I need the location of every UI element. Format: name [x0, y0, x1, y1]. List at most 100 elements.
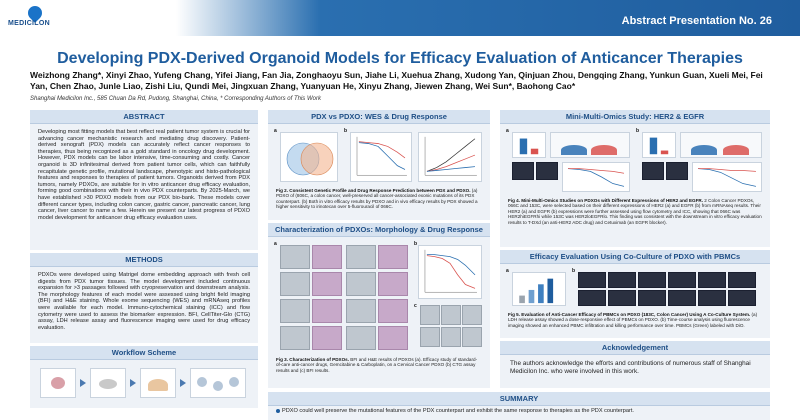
pdx-tumor-svg	[424, 136, 477, 176]
tumor-icon	[51, 377, 65, 389]
her2-bar-svg	[519, 138, 539, 155]
abstract-panel: ABSTRACT Developing most fitting models …	[30, 110, 258, 250]
bfi-drug-image	[462, 327, 482, 347]
bfi-image	[280, 299, 310, 323]
bfi-image	[346, 245, 376, 269]
bfi-drug-image	[462, 305, 482, 325]
bfi-drug-image	[441, 305, 461, 325]
affiliation: Shanghai Medicilon Inc., 585 Chuan Da Rd…	[30, 96, 321, 102]
ldh-release-chart	[512, 272, 566, 306]
omics-panel: Mini-Multi-Omics Study: HER2 & EGFR a b	[500, 110, 770, 247]
he-image	[378, 245, 408, 269]
histogram-peak	[691, 145, 717, 155]
fig-letter: a	[274, 241, 277, 247]
acknowledgement-panel: Acknowledgement The authors acknowledge …	[500, 341, 770, 388]
pdxo-ctg-svg	[356, 136, 407, 176]
icc-image	[642, 162, 664, 180]
fluorescence-image	[698, 290, 726, 306]
fluorescence-image	[578, 272, 606, 288]
coculture-caption-text: (a) LDH release assay showed a dose-resp…	[508, 312, 758, 328]
acknowledgement-heading: Acknowledgement	[500, 341, 770, 355]
acknowledgement-text: The authors acknowledge the efforts and …	[510, 360, 751, 375]
icc-image	[512, 162, 534, 180]
methods-panel: METHODS PDXOs were developed using Matri…	[30, 253, 258, 343]
omics-heading: Mini-Multi-Omics Study: HER2 & EGFR	[500, 110, 770, 124]
abstract-number: Abstract Presentation No. 26	[621, 15, 772, 27]
fluorescence-image	[638, 290, 666, 306]
bfi-image	[346, 326, 376, 350]
ctg-dose-response-chart	[418, 245, 482, 299]
workflow-step-tumor	[40, 368, 76, 398]
dome-icon	[148, 379, 168, 391]
fig-letter: b	[572, 268, 576, 274]
fluorescence-image	[668, 272, 696, 288]
her2-bar-chart	[512, 132, 546, 158]
methods-heading: METHODS	[30, 253, 258, 267]
bfi-image	[280, 326, 310, 350]
fluorescence-image	[668, 290, 696, 306]
organoid-icon	[197, 377, 207, 387]
tdxd-efficacy-svg	[567, 168, 625, 187]
her2-flow-histogram	[550, 132, 630, 158]
wes-heading: PDX vs PDXO: WES & Drug Response	[268, 110, 490, 124]
wes-panel: PDX vs PDXO: WES & Drug Response a b Fig…	[268, 110, 490, 220]
coculture-caption: Fig 5. Evaluation of Anti-Cancer Efficac…	[508, 312, 764, 328]
icc-image	[666, 162, 688, 180]
he-image	[378, 326, 408, 350]
bfi-drug-image	[420, 327, 440, 347]
ctg-dose-svg	[424, 249, 477, 293]
icc-image	[536, 162, 558, 180]
pdxo-ctg-chart	[350, 132, 412, 182]
pdx-tumor-growth-chart	[418, 132, 482, 182]
mouse-icon	[99, 379, 117, 389]
omics-caption-title: Fig 4. Mini-Multi-Omics Studies on PDXOs…	[508, 198, 704, 203]
organoid-icon	[229, 377, 239, 387]
fluorescence-image	[638, 272, 666, 288]
arrow-icon	[180, 379, 186, 387]
fig-letter: b	[636, 128, 640, 134]
summary-panel: SUMMARY PDXO could well preserve the mut…	[268, 392, 770, 420]
fluorescence-image	[728, 272, 756, 288]
logo-text: MEDICILON	[8, 20, 50, 27]
venn-diagram	[280, 132, 338, 182]
bfi-image	[346, 272, 376, 296]
fig-letter: c	[414, 303, 417, 309]
he-image	[378, 299, 408, 323]
workflow-step-mouse	[90, 368, 126, 398]
histogram-peak	[723, 145, 749, 155]
fig-letter: a	[274, 128, 277, 134]
arrow-icon	[130, 379, 136, 387]
fig-letter: a	[506, 268, 509, 274]
morphology-caption-title: Fig 3. Characterization of PDXOs.	[276, 357, 350, 362]
he-image	[378, 272, 408, 296]
coculture-heading: Efficacy Evaluation Using Co-Culture of …	[500, 250, 770, 264]
fluorescence-image	[698, 272, 726, 288]
bfi-image	[280, 272, 310, 296]
venn-svg	[286, 142, 334, 176]
tdxd-efficacy-chart	[562, 162, 630, 192]
fluorescence-image	[578, 290, 606, 306]
ldh-release-svg	[519, 278, 554, 304]
egfr-flow-histogram	[680, 132, 762, 158]
summary-text: PDXO could well preserve the mutational …	[282, 408, 634, 414]
he-image	[312, 272, 342, 296]
fig-letter: a	[506, 128, 509, 134]
he-image	[312, 299, 342, 323]
bfi-image	[280, 245, 310, 269]
omics-caption-text: 2 Colon Cancer PDXOs, 066C and 153C, wer…	[508, 198, 762, 225]
morphology-caption: Fig 3. Characterization of PDXOs. BFI an…	[276, 357, 482, 373]
poster-title: Developing PDX-Derived Organoid Models f…	[57, 50, 743, 67]
he-image	[312, 245, 342, 269]
bullet-icon	[276, 409, 280, 413]
medicilon-logo: MEDICILON	[8, 3, 64, 30]
egfr-bar-chart	[642, 132, 676, 158]
abstract-text: Developing most fitting models that best…	[38, 129, 250, 221]
coculture-caption-title: Fig 5. Evaluation of Anti-Cancer Efficac…	[508, 312, 751, 317]
bfi-image	[346, 299, 376, 323]
workflow-step-dome	[140, 368, 176, 398]
author-list: Weizhong Zhang*, Xinyi Zhao, Yufeng Chan…	[30, 70, 763, 91]
header-bar: MEDICILON Abstract Presentation No. 26	[0, 0, 800, 36]
wes-caption-title: Fig 2. Consistent Genetic Profile and Dr…	[276, 188, 471, 193]
workflow-panel: Workflow Scheme	[30, 346, 258, 408]
morphology-caption-text: BFI and H&E results of PDXOs (a). Effica…	[276, 357, 478, 373]
